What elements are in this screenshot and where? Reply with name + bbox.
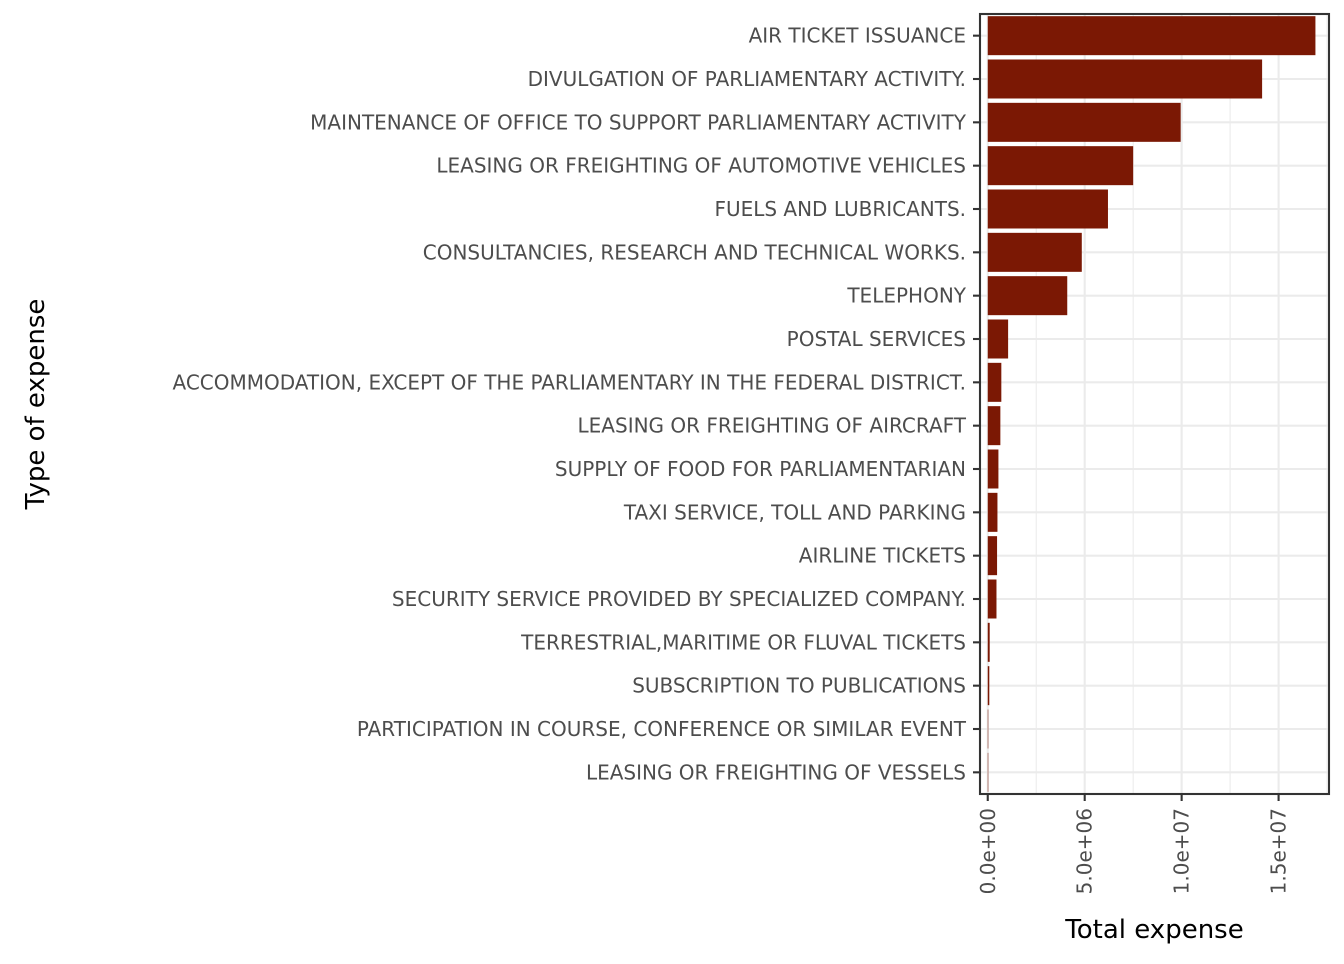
bar <box>987 449 999 489</box>
y-tick-label: SECURITY SERVICE PROVIDED BY SPECIALIZED… <box>392 587 966 611</box>
bar <box>987 406 1001 446</box>
y-tick-label: LEASING OR FREIGHTING OF AIRCRAFT <box>578 414 967 438</box>
x-axis: 0.0e+00 5.0e+06 1.0e+07 1.5e+07 <box>976 794 1291 894</box>
bar <box>987 666 990 706</box>
y-tick-label: CONSULTANCIES, RESEARCH AND TECHNICAL WO… <box>423 240 966 264</box>
y-axis-title: Type of expense <box>21 299 51 511</box>
bar <box>987 319 1009 359</box>
y-tick-label: AIRLINE TICKETS <box>799 544 966 568</box>
x-axis-title: Total expense <box>1064 915 1243 945</box>
x-tick-label: 0.0e+00 <box>976 808 1000 894</box>
bar <box>987 16 1316 56</box>
x-tick-label: 1.5e+07 <box>1267 808 1291 894</box>
bar <box>987 492 998 532</box>
y-tick-label: TELEPHONY <box>846 284 966 308</box>
y-tick-label: TERRESTRIAL,MARITIME OR FLUVAL TICKETS <box>520 630 966 654</box>
y-tick-label: FUELS AND LUBRICANTS. <box>714 197 966 221</box>
bar <box>987 536 998 576</box>
y-tick-label: AIR TICKET ISSUANCE <box>749 24 966 48</box>
y-tick-label: POSTAL SERVICES <box>787 327 966 351</box>
bar <box>987 709 989 749</box>
y-tick-label: SUPPLY OF FOOD FOR PARLIAMENTARIAN <box>555 457 966 481</box>
x-tick-label: 5.0e+06 <box>1073 808 1097 894</box>
bar <box>987 752 989 792</box>
bar <box>987 362 1002 402</box>
y-tick-label: TAXI SERVICE, TOLL AND PARKING <box>623 500 966 524</box>
bar <box>987 146 1134 186</box>
y-tick-label: ACCOMMODATION, EXCEPT OF THE PARLIAMENTA… <box>173 370 967 394</box>
y-tick-label: LEASING OR FREIGHTING OF VESSELS <box>586 760 966 784</box>
bar <box>987 232 1082 272</box>
y-tick-label: LEASING OR FREIGHTING OF AUTOMOTIVE VEHI… <box>436 154 966 178</box>
y-tick-label: DIVULGATION OF PARLIAMENTARY ACTIVITY. <box>528 67 966 91</box>
bar <box>987 579 997 619</box>
y-tick-label: MAINTENANCE OF OFFICE TO SUPPORT PARLIAM… <box>310 110 967 134</box>
panel-border <box>978 12 1331 796</box>
y-tick-label: PARTICIPATION IN COURSE, CONFERENCE OR S… <box>357 717 967 741</box>
bar-layer <box>987 16 1316 792</box>
y-tick-label: SUBSCRIPTION TO PUBLICATIONS <box>632 674 966 698</box>
bar <box>987 189 1108 229</box>
bar <box>987 622 990 662</box>
x-tick-label: 1.0e+07 <box>1170 808 1194 894</box>
y-axis: AIR TICKET ISSUANCE DIVULGATION OF PARLIA… <box>173 24 980 784</box>
bar <box>987 59 1263 99</box>
bar <box>987 102 1181 142</box>
bar <box>987 276 1068 316</box>
